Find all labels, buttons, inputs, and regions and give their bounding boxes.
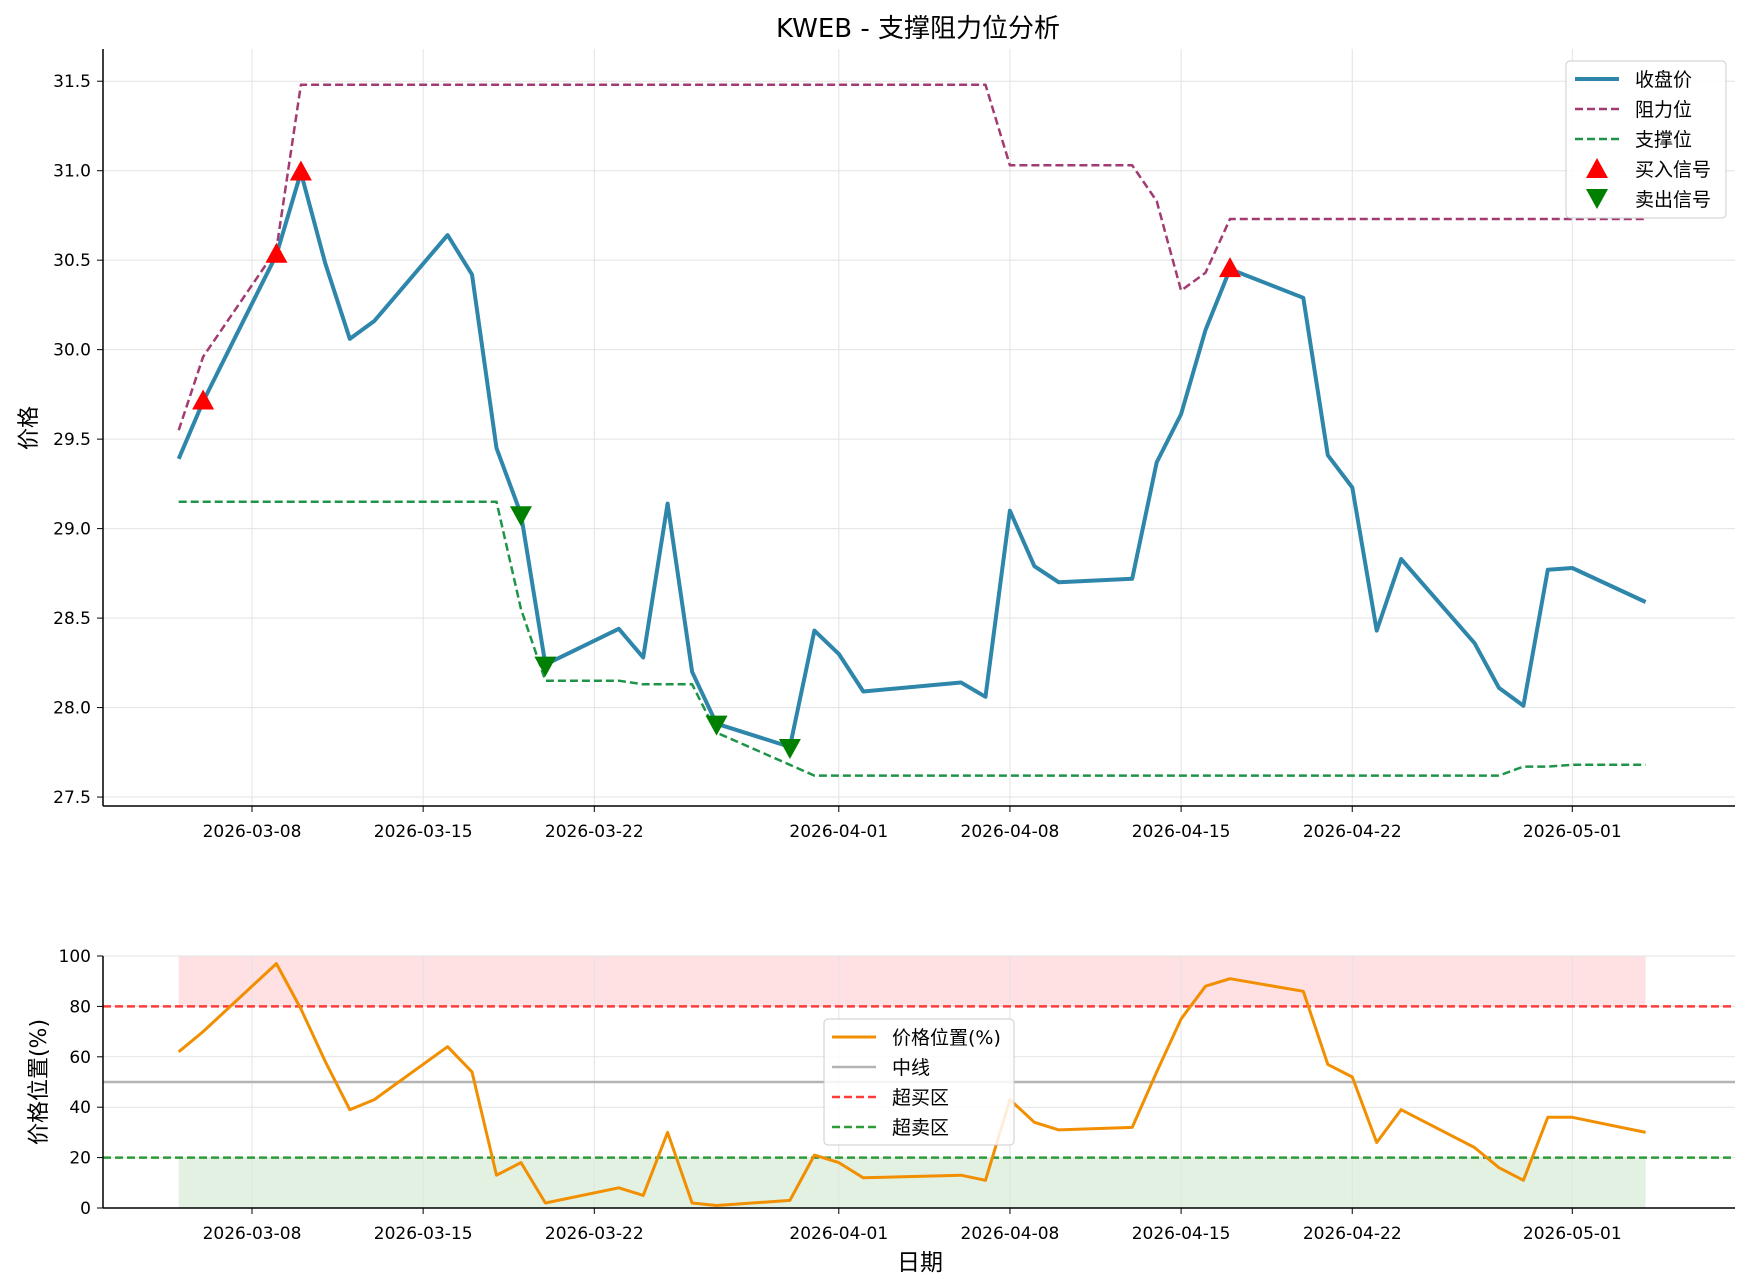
- top-y-ticks: 27.5 28.0 28.5 29.0 29.5 30.0 30.5 31.0 31.5: [53, 72, 103, 808]
- bottom-x-tick-label: 2026-04-22: [1303, 1224, 1402, 1244]
- top-y-tick-label: 31.0: [53, 162, 91, 182]
- bottom-x-tick-label: 2026-04-15: [1132, 1224, 1231, 1244]
- legend-oversold-label: 超卖区: [892, 1117, 949, 1139]
- legend-sell-label: 卖出信号: [1635, 189, 1711, 211]
- bottom-y-tick-label: 0: [80, 1199, 91, 1219]
- bottom-x-tick-label: 2026-03-08: [203, 1224, 302, 1244]
- buy-signal-marker: [265, 242, 288, 263]
- top-x-tick-label: 2026-03-15: [374, 822, 473, 842]
- price-position-line: [177, 962, 1646, 1207]
- top-y-tick-label: 27.5: [53, 788, 91, 808]
- top-x-tick-label: 2026-04-08: [961, 822, 1060, 842]
- top-y-tick-label: 30.0: [53, 341, 91, 361]
- bottom-x-tick-label: 2026-03-15: [374, 1224, 473, 1244]
- bottom-y-tick-label: 100: [59, 947, 91, 967]
- bottom-x-ticks: 2026-03-08 2026-03-15 2026-03-22 2026-04-01…: [203, 1208, 1622, 1244]
- legend-midline-label: 中线: [892, 1057, 930, 1079]
- top-x-tick-label: 2026-05-01: [1523, 822, 1622, 842]
- top-x-ticks: 2026-03-08 2026-03-15 2026-03-22 2026-04-01…: [203, 806, 1622, 842]
- top-y-tick-label: 28.5: [53, 609, 91, 629]
- bottom-x-axis-label: 日期: [897, 1250, 943, 1276]
- bottom-y-tick-label: 60: [69, 1048, 91, 1068]
- top-y-tick-label: 29.5: [53, 430, 91, 450]
- top-y-tick-label: 28.0: [53, 699, 91, 719]
- support-line: [178, 500, 1646, 777]
- chart-title: KWEB - 支撑阻力位分析: [776, 14, 1060, 44]
- top-y-tick-label: 29.0: [53, 520, 91, 540]
- bottom-x-tick-label: 2026-03-22: [545, 1224, 644, 1244]
- bottom-legend: 价格位置(%) 中线 超买区 超卖区: [823, 1018, 1015, 1146]
- legend-sell-marker: [1586, 189, 1608, 209]
- legend-support-label: 支撑位: [1635, 129, 1692, 151]
- top-x-tick-label: 2026-04-15: [1132, 822, 1231, 842]
- resistance-line: [177, 83, 1646, 431]
- legend-buy-label: 买入信号: [1635, 159, 1711, 181]
- bottom-y-tick-label: 80: [69, 997, 91, 1017]
- overbought-zone: [178, 956, 1646, 1007]
- legend-overbought-label: 超买区: [892, 1087, 949, 1109]
- close-price-line: [176, 170, 1647, 749]
- top-y-tick-label: 30.5: [53, 251, 91, 271]
- bottom-y-axis-label: 价格位置(%): [27, 1019, 52, 1145]
- legend-resistance-label: 阻力位: [1635, 99, 1692, 121]
- top-plot: [176, 83, 1647, 777]
- top-x-tick-label: 2026-03-22: [545, 822, 644, 842]
- bottom-y-ticks: 0 20 40 60 80 100: [59, 947, 103, 1219]
- sell-signal-marker: [534, 656, 557, 677]
- bottom-y-tick-label: 20: [69, 1149, 91, 1169]
- bottom-x-tick-label: 2026-05-01: [1523, 1224, 1622, 1244]
- top-x-tick-label: 2026-04-22: [1303, 822, 1402, 842]
- top-grid: [103, 49, 1735, 806]
- legend-close-label: 收盘价: [1635, 69, 1692, 91]
- top-x-tick-label: 2026-03-08: [203, 822, 302, 842]
- top-legend: 收盘价 阻力位 支撑位 买入信号 卖出信号: [1565, 60, 1727, 219]
- bottom-y-tick-label: 40: [69, 1098, 91, 1118]
- sell-signal-marker: [705, 715, 728, 736]
- sell-signal-marker: [509, 506, 532, 527]
- top-x-tick-label: 2026-04-01: [789, 822, 888, 842]
- legend-buy-marker: [1586, 158, 1608, 178]
- buy-signal-marker: [289, 160, 312, 181]
- bottom-x-tick-label: 2026-04-08: [961, 1224, 1060, 1244]
- top-y-axis-label: 价格: [17, 406, 42, 450]
- top-y-tick-label: 31.5: [53, 72, 91, 92]
- sell-signal-marker: [778, 738, 801, 759]
- buy-signal-marker: [192, 389, 215, 410]
- bottom-x-tick-label: 2026-04-01: [789, 1224, 888, 1244]
- buy-signal-marker: [1219, 257, 1241, 278]
- oversold-zone: [178, 1157, 1646, 1208]
- legend-position-label: 价格位置(%): [892, 1027, 1001, 1049]
